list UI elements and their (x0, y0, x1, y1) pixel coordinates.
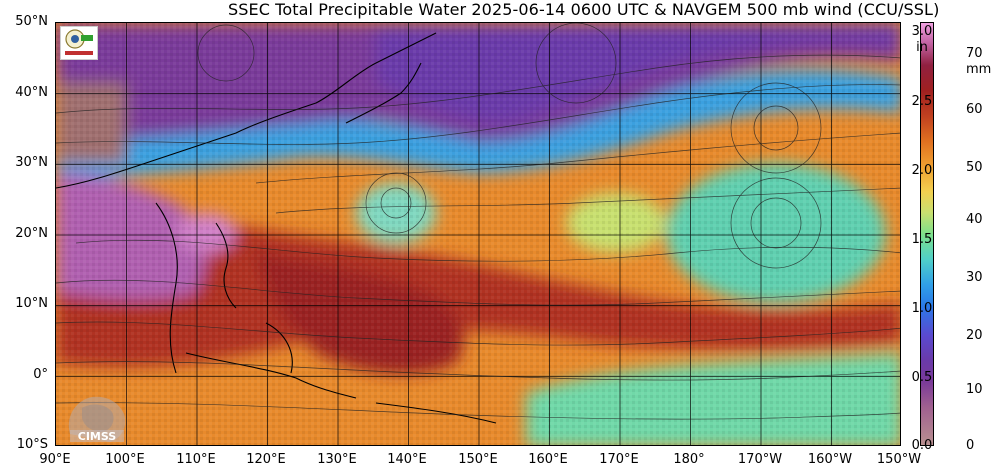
map-title: SSEC Total Precipitable Water 2025-06-14… (228, 0, 940, 19)
colorbar-mm-unit: mm (966, 62, 992, 77)
lat-label-10s: 10°S (16, 437, 48, 452)
cwa-seal-icon (60, 26, 98, 60)
colorbar-in-label-2-0: 2.0 (911, 163, 933, 178)
colorbar-mm-label-10: 10 (966, 382, 983, 397)
colorbar-in-label-2-5: 2.5 (911, 94, 933, 109)
lat-label-50n: 50°N (15, 14, 48, 29)
wind-streamlines (56, 23, 900, 420)
colorbar-mm-label-40: 40 (966, 212, 983, 227)
lon-label-110e: 110°E (176, 452, 216, 467)
colorbar-in-label-1-0: 1.0 (911, 301, 933, 316)
colorbar-in-label-3-0: 3.0 (911, 24, 933, 39)
lon-label-170w: 170°W (737, 452, 783, 467)
colorbar-in-label-0-0: 0.0 (911, 438, 933, 453)
colorbar-mm-label-70: 70 (966, 46, 983, 61)
precipitable-water-map (55, 22, 901, 446)
lon-label-100e: 100°E (105, 452, 145, 467)
lat-label-10n: 10°N (15, 296, 48, 311)
colorbar (920, 22, 934, 446)
lat-lon-grid (56, 23, 900, 445)
lon-label-140e: 140°E (387, 452, 427, 467)
colorbar-mm-label-30: 30 (966, 270, 983, 285)
cimss-logo-icon: CIMSS (62, 390, 132, 446)
colorbar-in-label-1-5: 1.5 (911, 232, 933, 247)
colorbar-in-unit: in (916, 40, 928, 55)
map-canvas (56, 23, 900, 445)
lat-label-40n: 40°N (15, 85, 48, 100)
cimss-logo-text: CIMSS (78, 430, 117, 443)
colorbar-mm-label-0: 0 (966, 438, 975, 453)
lon-label-130e: 130°E (317, 452, 357, 467)
lat-label-0: 0° (33, 367, 48, 382)
lon-label-170e: 170°E (599, 452, 639, 467)
lat-label-20n: 20°N (15, 226, 48, 241)
lon-label-90e: 90°E (39, 452, 71, 467)
colorbar-in-label-0-5: 0.5 (911, 370, 933, 385)
lon-label-150w: 150°W (876, 452, 922, 467)
lon-label-150e: 150°E (458, 452, 498, 467)
lon-label-160w: 160°W (807, 452, 853, 467)
coastlines (56, 32, 497, 424)
lon-label-160e: 160°E (528, 452, 568, 467)
colorbar-mm-label-60: 60 (966, 102, 983, 117)
colorbar-mm-label-50: 50 (966, 160, 983, 175)
lon-label-120e: 120°E (246, 452, 286, 467)
lon-label-180: 180° (673, 452, 705, 467)
lat-label-30n: 30°N (15, 155, 48, 170)
colorbar-mm-label-20: 20 (966, 328, 983, 343)
